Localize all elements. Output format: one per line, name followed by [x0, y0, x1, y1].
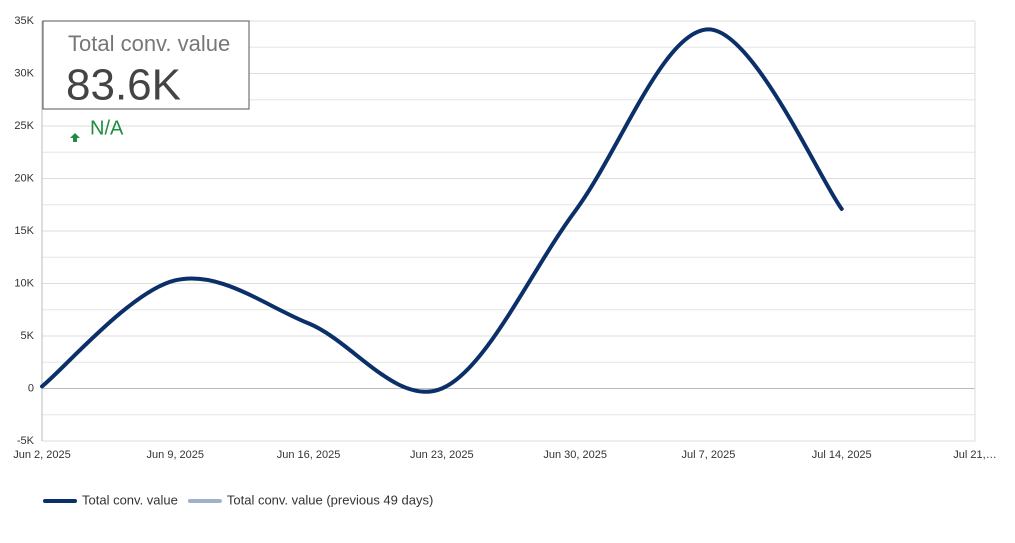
y-tick-label: 30K: [14, 67, 34, 79]
x-tick-label: Jul 7, 2025: [682, 449, 736, 461]
scorecard-title: Total conv. value: [68, 31, 230, 56]
x-tick-label: Jun 30, 2025: [543, 449, 607, 461]
series-line: [40, 27, 844, 394]
legend-label: Total conv. value (previous 49 days): [227, 492, 433, 507]
x-tick-label: Jul 14, 2025: [812, 449, 872, 461]
x-tick-label: Jun 23, 2025: [410, 449, 474, 461]
y-tick-label: 25K: [14, 120, 34, 132]
y-tick-label: 35K: [14, 15, 34, 27]
legend-label: Total conv. value: [82, 492, 178, 507]
y-tick-label: 15K: [14, 225, 34, 237]
y-tick-label: -5K: [17, 435, 35, 447]
y-tick-label: 10K: [14, 277, 34, 289]
scorecard-box: [42, 20, 250, 110]
x-tick-label: Jun 2, 2025: [13, 449, 71, 461]
x-tick-label: Jun 16, 2025: [277, 449, 341, 461]
x-tick-label: Jun 9, 2025: [147, 449, 205, 461]
y-tick-label: 5K: [21, 330, 35, 342]
scorecard-change: N/A: [90, 117, 124, 139]
scorecard-value: 83.6K: [66, 61, 181, 110]
x-tick-label: Jul 21,…: [953, 449, 996, 461]
change-arrow: [70, 133, 80, 142]
y-tick-label: 20K: [14, 172, 34, 184]
y-tick-label: 0: [28, 382, 34, 394]
